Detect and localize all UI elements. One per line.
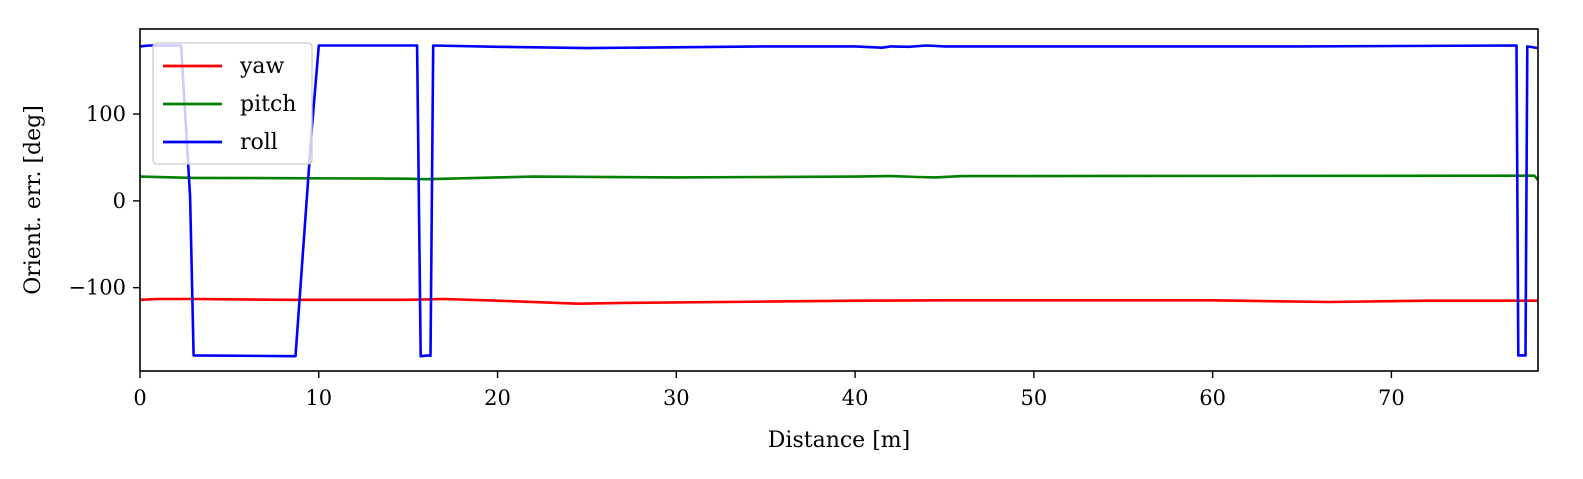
x-tick-label: 60 xyxy=(1199,386,1226,410)
series-line-pitch xyxy=(139,174,1539,181)
legend-label-roll: roll xyxy=(240,130,278,155)
series-layer xyxy=(139,44,1539,358)
legend-label-pitch: pitch xyxy=(240,92,296,117)
plot-frame xyxy=(139,28,1539,372)
x-tick-label: 20 xyxy=(484,386,511,410)
x-tick-label: 10 xyxy=(305,386,332,410)
x-tick-label: 70 xyxy=(1378,386,1405,410)
y-axis-label: Orient. err. [deg] xyxy=(21,105,46,295)
series-line-yaw xyxy=(139,297,1538,306)
legend-box xyxy=(152,42,313,165)
x-tick-label: 40 xyxy=(842,386,869,410)
x-axis-label: Distance [m] xyxy=(768,428,910,453)
series-line-roll xyxy=(139,44,1539,358)
legend: yaw pitch roll xyxy=(152,42,313,165)
x-tick-label: 0 xyxy=(133,386,146,410)
legend-label-yaw: yaw xyxy=(239,54,285,79)
x-tick-label: 30 xyxy=(663,386,690,410)
y-tick-label: 100 xyxy=(86,102,126,126)
y-tick-label: −100 xyxy=(68,276,126,300)
y-tick-label: 0 xyxy=(113,189,126,213)
ticks-layer: 0 10 20 30 40 50 60 70 −100 0 100 xyxy=(68,102,1404,410)
x-tick-label: 50 xyxy=(1020,386,1047,410)
